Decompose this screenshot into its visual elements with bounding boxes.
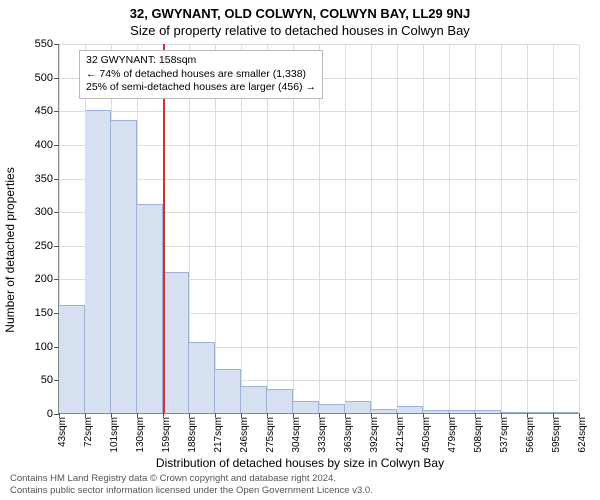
- histogram-bar: [527, 412, 553, 413]
- gridline-v: [397, 44, 398, 413]
- x-tick-label: 43sqm: [57, 413, 68, 447]
- gridline-v: [527, 44, 528, 413]
- chart-area: 05010015020025030035040045050055043sqm72…: [58, 44, 578, 414]
- reference-line: [163, 44, 165, 413]
- histogram-bar: [319, 404, 345, 413]
- x-tick-label: 450sqm: [421, 413, 432, 453]
- gridline-v: [371, 44, 372, 413]
- page-subtitle: Size of property relative to detached ho…: [0, 21, 600, 38]
- x-tick-label: 101sqm: [109, 413, 120, 453]
- histogram-bar: [111, 120, 137, 413]
- gridline-v: [319, 44, 320, 413]
- x-axis-label: Distribution of detached houses by size …: [156, 456, 444, 470]
- annotation-line: 32 GWYNANT: 158sqm: [86, 54, 316, 68]
- x-tick-label: 333sqm: [317, 413, 328, 453]
- page-title: 32, GWYNANT, OLD COLWYN, COLWYN BAY, LL2…: [0, 0, 600, 21]
- gridline-v: [267, 44, 268, 413]
- annotation-box: 32 GWYNANT: 158sqm← 74% of detached hous…: [79, 50, 323, 99]
- gridline-v: [553, 44, 554, 413]
- annotation-line: ← 74% of detached houses are smaller (1,…: [86, 68, 316, 82]
- annotation-line: 25% of semi-detached houses are larger (…: [86, 81, 316, 95]
- x-tick-label: 188sqm: [187, 413, 198, 453]
- gridline-v: [345, 44, 346, 413]
- x-tick-label: 363sqm: [343, 413, 354, 453]
- histogram-bar: [189, 342, 215, 413]
- x-tick-label: 537sqm: [499, 413, 510, 453]
- gridline-v: [449, 44, 450, 413]
- histogram-bar: [163, 272, 189, 413]
- gridline-v: [241, 44, 242, 413]
- histogram-bar: [59, 305, 85, 413]
- x-tick-label: 159sqm: [161, 413, 172, 453]
- histogram-bar: [241, 386, 267, 413]
- gridline-v: [423, 44, 424, 413]
- gridline-v: [579, 44, 580, 413]
- footer-line: Contains HM Land Registry data © Crown c…: [10, 473, 373, 484]
- x-tick-label: 246sqm: [239, 413, 250, 453]
- x-tick-label: 624sqm: [577, 413, 588, 453]
- x-tick-label: 421sqm: [395, 413, 406, 453]
- histogram-bar: [345, 401, 371, 413]
- gridline-v: [293, 44, 294, 413]
- x-tick-label: 130sqm: [135, 413, 146, 453]
- histogram-bar: [371, 409, 397, 413]
- histogram-bar: [449, 410, 475, 413]
- histogram-bar: [423, 410, 449, 413]
- histogram-bar: [501, 412, 527, 413]
- histogram-bar: [137, 204, 163, 413]
- histogram-bar: [475, 410, 501, 413]
- footer-line: Contains public sector information licen…: [10, 485, 373, 496]
- histogram-bar: [267, 389, 293, 413]
- gridline-v: [475, 44, 476, 413]
- y-axis-label: Number of detached properties: [3, 85, 17, 250]
- histogram-bar: [553, 412, 579, 413]
- x-tick-label: 304sqm: [291, 413, 302, 453]
- x-tick-label: 508sqm: [473, 413, 484, 453]
- x-tick-label: 217sqm: [213, 413, 224, 453]
- histogram-bar: [397, 406, 423, 413]
- histogram-bar: [215, 369, 241, 413]
- footer-attribution: Contains HM Land Registry data © Crown c…: [10, 473, 373, 496]
- x-tick-label: 275sqm: [265, 413, 276, 453]
- histogram-bar: [85, 110, 111, 413]
- x-tick-label: 566sqm: [525, 413, 536, 453]
- x-tick-label: 72sqm: [83, 413, 94, 447]
- gridline-v: [501, 44, 502, 413]
- gridline-v: [215, 44, 216, 413]
- histogram-bar: [293, 401, 319, 413]
- plot-region: 05010015020025030035040045050055043sqm72…: [58, 44, 578, 414]
- x-tick-label: 479sqm: [447, 413, 458, 453]
- x-tick-label: 595sqm: [551, 413, 562, 453]
- x-tick-label: 392sqm: [369, 413, 380, 453]
